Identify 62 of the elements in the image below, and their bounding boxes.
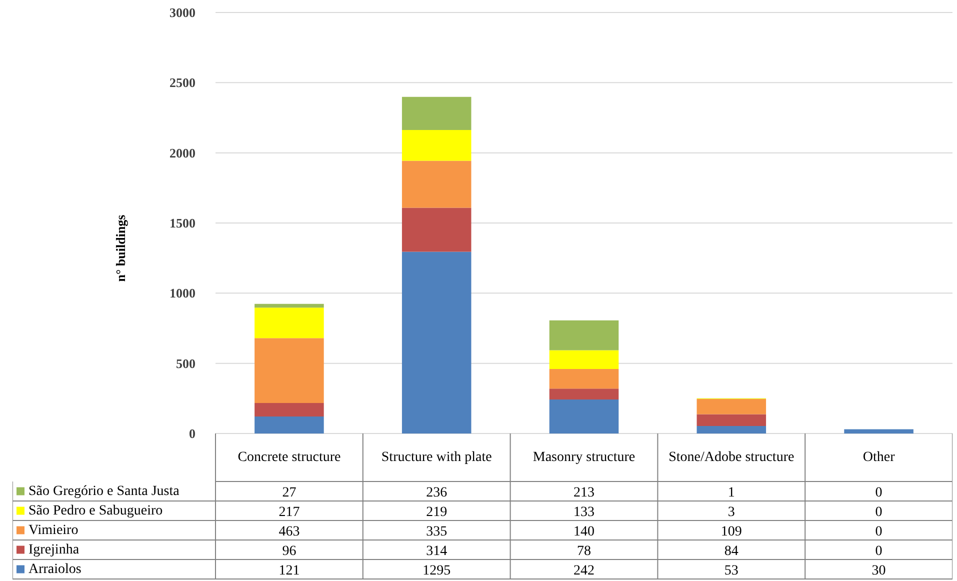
y-tick-label: 3000 bbox=[170, 5, 196, 20]
data-label: 84 bbox=[724, 544, 738, 559]
x-tick-label: Stone/Adobe structure bbox=[668, 450, 794, 465]
y-tick-label: 0 bbox=[189, 426, 196, 441]
bar bbox=[549, 400, 619, 434]
y-tick-label: 500 bbox=[176, 356, 196, 371]
legend-label: Vimieiro bbox=[28, 522, 78, 538]
bar bbox=[402, 96, 472, 130]
y-tick-label: 1500 bbox=[170, 216, 196, 230]
legend-label: Igrejinha bbox=[28, 542, 80, 558]
data-label: 335 bbox=[426, 524, 448, 540]
bar bbox=[402, 208, 472, 252]
data-label: 0 bbox=[875, 504, 882, 520]
data-label: 0 bbox=[875, 524, 882, 540]
data-label: 3 bbox=[728, 504, 735, 520]
bar bbox=[254, 304, 324, 308]
x-tick-label: Masonry structure bbox=[532, 450, 636, 465]
data-label: 1295 bbox=[422, 563, 451, 578]
y-tick-label: 2000 bbox=[170, 145, 196, 160]
data-label: 30 bbox=[872, 563, 886, 578]
bar bbox=[696, 426, 766, 434]
legend-label: São Gregório e Santa Justa bbox=[28, 484, 180, 499]
data-label: 109 bbox=[720, 524, 742, 540]
bar bbox=[549, 388, 619, 400]
bar bbox=[549, 368, 619, 389]
y-tick-label: 2500 bbox=[170, 75, 196, 90]
bar bbox=[844, 429, 914, 434]
bar bbox=[402, 160, 472, 208]
data-label: 78 bbox=[577, 544, 591, 559]
x-tick-label: Other bbox=[862, 450, 896, 465]
data-label: 121 bbox=[278, 563, 300, 578]
data-label: 236 bbox=[426, 485, 448, 500]
x-tick-label: Structure with plate bbox=[381, 450, 492, 465]
data-label: 219 bbox=[426, 504, 448, 520]
bar bbox=[549, 320, 619, 350]
legend-label: Arraiolos bbox=[28, 562, 82, 577]
y-tick-label: 1000 bbox=[170, 286, 196, 301]
bar bbox=[696, 414, 766, 426]
data-label: 314 bbox=[426, 544, 448, 559]
data-label: 213 bbox=[574, 485, 594, 500]
bar bbox=[549, 350, 619, 369]
bar bbox=[402, 252, 472, 434]
data-label: 217 bbox=[278, 504, 300, 520]
data-label: 140 bbox=[574, 524, 594, 540]
bar bbox=[254, 308, 324, 338]
data-label: 133 bbox=[574, 504, 594, 520]
data-label: 0 bbox=[875, 544, 882, 559]
data-label: 0 bbox=[875, 485, 882, 500]
data-label: 96 bbox=[282, 544, 296, 559]
data-label: 242 bbox=[574, 563, 594, 578]
y-axis-title: n° buildings bbox=[113, 214, 128, 282]
legend-label: São Pedro e Sabugueiro bbox=[28, 503, 163, 518]
bar bbox=[402, 130, 472, 161]
bar bbox=[696, 398, 766, 414]
data-label: 463 bbox=[278, 524, 300, 540]
data-label: 53 bbox=[724, 563, 738, 578]
bar bbox=[254, 403, 324, 417]
x-tick-label: Concrete structure bbox=[238, 450, 341, 465]
bar bbox=[254, 338, 324, 404]
data-label: 1 bbox=[728, 485, 735, 500]
data-label: 27 bbox=[282, 485, 296, 500]
bar bbox=[254, 416, 324, 434]
